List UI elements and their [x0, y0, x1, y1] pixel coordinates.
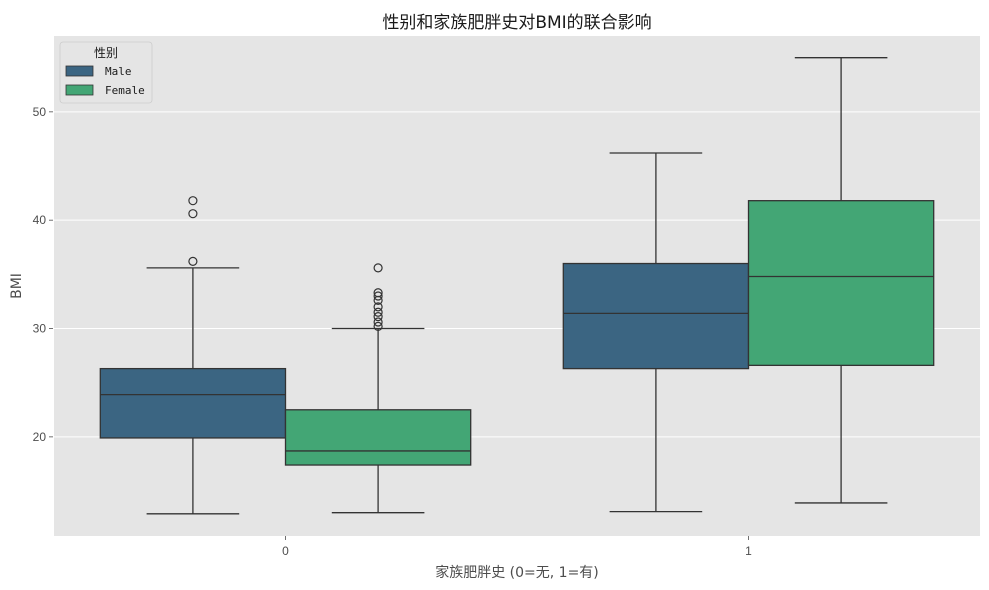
box-iqr: [99, 367, 287, 439]
box-iqr: [562, 262, 750, 370]
y-tick-label: 40: [33, 213, 47, 227]
legend-label-female: Female: [105, 84, 145, 97]
outlier-point: [373, 307, 383, 317]
box-male-1: [562, 152, 750, 513]
x-tick-label: 0: [282, 544, 289, 558]
outlier-point: [188, 256, 198, 266]
outlier-point: [373, 263, 383, 273]
outlier-point: [373, 321, 383, 331]
box-female-0: [284, 263, 472, 514]
y-tick-label: 50: [33, 105, 47, 119]
legend-title: 性别: [94, 46, 118, 60]
y-axis-ticks: 20 30 40 50: [33, 105, 53, 444]
x-axis-label: 家族肥胖史 (0=无, 1=有): [435, 564, 599, 581]
legend-swatch-female: [65, 84, 94, 96]
outlier-point: [188, 209, 198, 219]
y-tick-label: 30: [33, 322, 47, 336]
box-iqr: [284, 409, 472, 466]
y-axis-label: BMI: [9, 273, 25, 299]
outlier-point: [188, 196, 198, 206]
y-tick-label: 20: [33, 430, 47, 444]
outlier-point: [373, 312, 383, 322]
chart-title: 性别和家族肥胖史对BMI的联合影响: [382, 13, 652, 33]
outlier-point: [373, 288, 383, 298]
x-tick-label: 1: [745, 544, 752, 558]
box-female-1: [747, 57, 935, 504]
outlier-point: [373, 291, 383, 301]
legend-label-male: Male: [105, 65, 132, 78]
outlier-point: [373, 317, 383, 327]
box-male-0: [99, 196, 287, 515]
box-iqr: [747, 200, 935, 367]
box-series: [99, 57, 935, 515]
legend-swatch-male: [65, 65, 94, 77]
outlier-point: [373, 302, 383, 312]
legend: 性别 Male Female: [59, 41, 153, 104]
